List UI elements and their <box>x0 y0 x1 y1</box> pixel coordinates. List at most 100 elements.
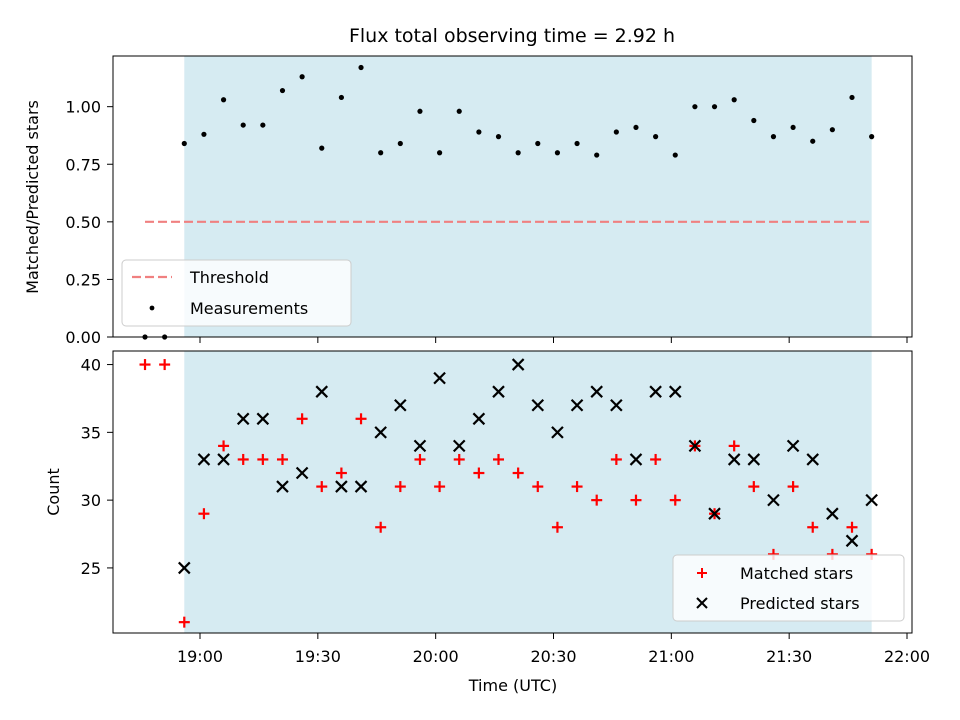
predicted-stars-point <box>413 439 427 453</box>
predicted-stars-point <box>511 358 525 371</box>
predicted-stars-point <box>629 453 643 466</box>
measurement-point <box>476 129 482 135</box>
matched-stars-point <box>218 440 230 452</box>
measurement-point <box>279 87 286 94</box>
legend-predicted-label: Predicted stars <box>740 594 860 613</box>
matched-stars-point <box>650 453 662 465</box>
predicted-stars-point <box>747 453 761 466</box>
count-panel: 25 30 35 40 19:00 19:30 20:00 20:30 21:00 21:30 2… <box>44 350 930 695</box>
predicted-stars-point <box>472 412 486 426</box>
ratio-plot-frame <box>112 55 913 338</box>
matched-stars-point <box>591 494 603 506</box>
measurement-point <box>378 150 384 156</box>
count-y-tick-label: 25 <box>81 559 101 578</box>
measurement-point <box>613 129 619 135</box>
matched-stars-point <box>846 521 858 533</box>
count-y-tick-label: 40 <box>81 356 101 375</box>
measurement-point <box>711 104 718 110</box>
ratio-y-tick-label: 0.75 <box>65 155 101 174</box>
matched-stars-point <box>375 521 387 533</box>
count-y-tick-label: 30 <box>81 491 101 510</box>
predicted-stars-point <box>354 480 368 493</box>
measurement-point <box>829 127 835 133</box>
count-legend: Matched stars Predicted stars <box>672 554 905 622</box>
measurement-point <box>456 108 462 114</box>
ratio-y-tick-label: 0.00 <box>65 328 101 347</box>
predicted-stars-point <box>217 453 230 466</box>
measurement-point <box>790 124 796 131</box>
predicted-stars-point <box>551 426 564 439</box>
measurement-point <box>594 152 600 158</box>
count-y-axis-label: Count <box>44 468 63 516</box>
matched-stars-point <box>257 453 269 465</box>
ratio-y-tick-label: 0.25 <box>65 270 101 289</box>
legend-matched-swatch <box>697 568 707 578</box>
matched-stars-point <box>571 481 583 493</box>
measurement-point <box>220 97 227 103</box>
matched-stars-point <box>669 494 681 506</box>
predicted-stars-point <box>178 561 191 575</box>
measurement-point <box>770 134 777 140</box>
matched-stars-point <box>630 494 642 506</box>
matched-stars-point <box>335 467 347 479</box>
predicted-stars-point <box>806 453 820 466</box>
x-tick-label: 21:30 <box>766 647 812 666</box>
ratio-y-tick-label: 0.50 <box>65 213 101 232</box>
chart-title: Flux total observing time = 2.92 h <box>349 25 675 47</box>
predicted-stars-point <box>452 439 466 453</box>
predicted-stars-point <box>786 439 800 453</box>
predicted-stars-point <box>570 398 584 412</box>
matched-stars-point <box>394 481 406 493</box>
matched-stars-point <box>434 481 446 493</box>
matched-stars-point <box>512 467 524 479</box>
matched-stars-point <box>296 413 308 425</box>
measurement-point <box>574 140 580 147</box>
ratio-panel: 0.00 0.25 0.50 0.75 1.00 Matched/Predicted s… <box>23 55 913 347</box>
measurement-point <box>417 108 423 114</box>
legend-measurements-swatch <box>149 305 155 311</box>
x-tick-label: 20:30 <box>530 647 576 666</box>
predicted-stars-point <box>236 412 250 426</box>
x-tick-label: 20:00 <box>413 647 459 666</box>
predicted-stars-point <box>688 439 702 453</box>
matched-stars-point <box>178 616 190 628</box>
x-axis-label: Time (UTC) <box>468 676 557 695</box>
ratio-y-axis-label: Matched/Predicted stars <box>23 100 42 294</box>
ratio-legend-box <box>121 259 352 327</box>
legend-measurements-label: Measurements <box>190 299 308 318</box>
matched-stars-point <box>316 481 328 493</box>
ratio-legend: Threshold Measurements <box>121 259 352 327</box>
predicted-stars-point <box>767 493 780 507</box>
predicted-stars-point <box>256 412 270 426</box>
matched-stars-point <box>748 481 760 493</box>
ratio-y-tick-label: 1.00 <box>65 98 101 117</box>
measurement-point <box>299 74 305 80</box>
matched-stars-point <box>473 467 485 479</box>
measurement-point <box>319 145 325 151</box>
measurement-point <box>515 150 521 156</box>
matched-stars-point <box>355 413 367 425</box>
predicted-stars-point <box>295 466 309 480</box>
matched-stars-point <box>787 481 799 493</box>
matched-stars-point <box>237 453 249 465</box>
predicted-stars-point <box>865 493 878 507</box>
measurement-point <box>240 122 246 128</box>
matched-stars-point <box>453 453 465 465</box>
matched-stars-point <box>493 453 505 465</box>
legend-threshold-label: Threshold <box>189 268 269 287</box>
count-y-tick-label: 35 <box>81 423 101 442</box>
predicted-stars-point <box>374 426 387 439</box>
matched-stars-point <box>728 440 740 452</box>
x-tick-label: 19:00 <box>177 647 223 666</box>
x-tick-label: 22:00 <box>884 647 930 666</box>
measurement-point <box>201 131 207 137</box>
predicted-stars-point <box>531 398 545 412</box>
matched-stars-point <box>414 453 426 465</box>
measurement-point <box>495 134 502 140</box>
predicted-stars-point <box>315 385 329 398</box>
predicted-stars-point <box>590 385 603 398</box>
matched-stars-point <box>159 359 171 371</box>
x-tick-label: 21:00 <box>648 647 694 666</box>
measurement-point <box>436 150 443 156</box>
measurement-point <box>869 134 875 140</box>
